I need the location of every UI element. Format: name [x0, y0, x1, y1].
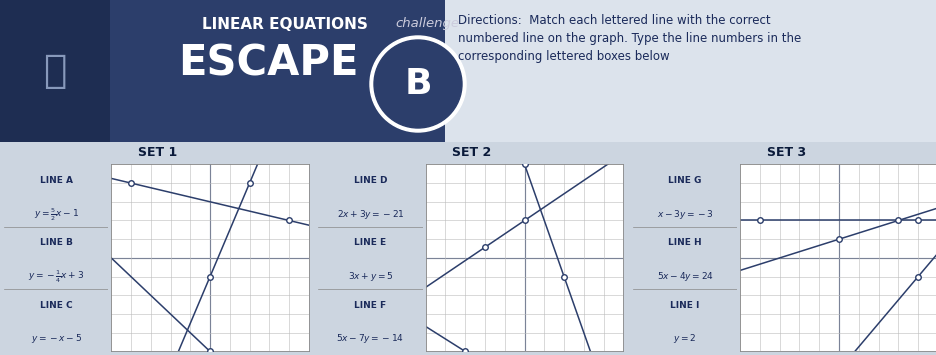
Bar: [0, 0, 110, 142]
Text: LINE F: LINE F: [355, 301, 387, 310]
Text: challenge: challenge: [395, 17, 459, 30]
Text: $y=\frac{5}{2}x-1$: $y=\frac{5}{2}x-1$: [34, 206, 79, 223]
Text: LINEAR EQUATIONS: LINEAR EQUATIONS: [202, 17, 368, 32]
Text: LINE E: LINE E: [355, 239, 387, 247]
Text: $y=2$: $y=2$: [673, 333, 696, 345]
Text: LINE D: LINE D: [354, 176, 388, 185]
Text: $3x+y=5$: $3x+y=5$: [348, 270, 393, 283]
Text: LINE B: LINE B: [39, 239, 72, 247]
Text: SET 1: SET 1: [138, 146, 177, 159]
Circle shape: [370, 36, 466, 132]
Text: B: B: [404, 67, 431, 101]
Text: $5x-4y=24$: $5x-4y=24$: [656, 270, 713, 283]
Bar: [0, 0, 445, 142]
Text: LINE I: LINE I: [670, 301, 700, 310]
Text: LINE A: LINE A: [39, 176, 73, 185]
Text: LINE H: LINE H: [668, 239, 702, 247]
Text: ESCAPE: ESCAPE: [178, 43, 358, 85]
Text: SET 2: SET 2: [452, 146, 491, 159]
Text: SET 3: SET 3: [767, 146, 806, 159]
Text: LINE C: LINE C: [39, 301, 72, 310]
Text: $y=-x-5$: $y=-x-5$: [31, 333, 81, 345]
Text: Directions:  Match each lettered line with the correct
numbered line on the grap: Directions: Match each lettered line wit…: [458, 14, 801, 63]
Text: $x-3y=-3$: $x-3y=-3$: [657, 208, 713, 221]
Text: 🔑: 🔑: [43, 52, 66, 90]
Text: $5x-7y=-14$: $5x-7y=-14$: [336, 333, 404, 345]
Text: $y=-\frac{1}{4}x+3$: $y=-\frac{1}{4}x+3$: [28, 268, 84, 285]
Text: $2x+3y=-21$: $2x+3y=-21$: [337, 208, 404, 221]
Circle shape: [374, 40, 462, 128]
Text: LINE G: LINE G: [668, 176, 702, 185]
Bar: [445, 0, 936, 142]
